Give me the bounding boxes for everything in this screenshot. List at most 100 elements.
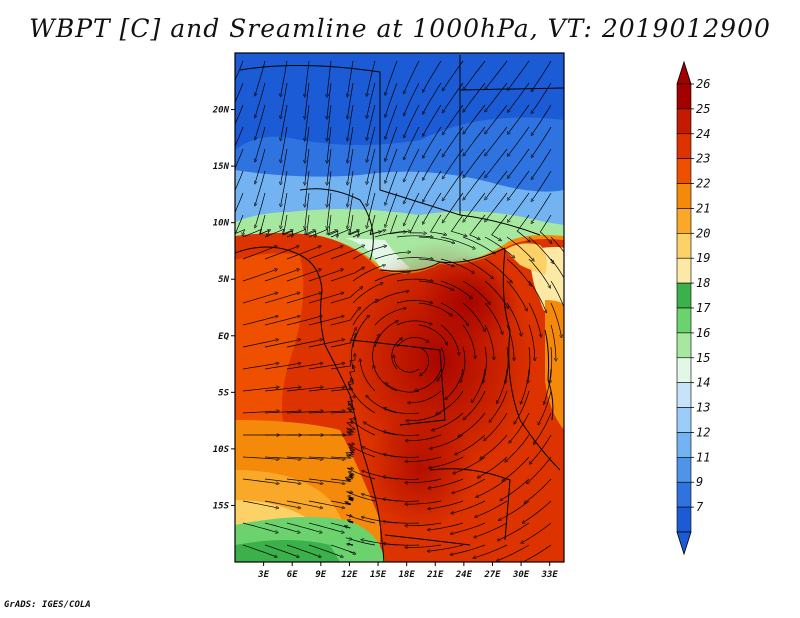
streamline (286, 247, 320, 260)
streamline (423, 126, 442, 157)
streamline (242, 478, 278, 484)
streamline (423, 104, 442, 135)
streamline (308, 456, 344, 459)
streamline (486, 60, 508, 89)
streamline (485, 412, 508, 440)
lat-label: 10N (213, 219, 230, 229)
streamline (446, 368, 464, 399)
streamline (508, 126, 530, 155)
streamline (330, 246, 363, 260)
streamline (348, 544, 354, 546)
streamline (498, 544, 530, 561)
streamline (532, 126, 552, 156)
colorbar-swatch (676, 382, 692, 408)
streamline (528, 280, 546, 312)
streamline (464, 104, 486, 133)
map-frame (234, 52, 565, 563)
streamline (484, 302, 502, 333)
streamline (308, 411, 344, 414)
streamline (348, 60, 354, 96)
streamline (330, 288, 362, 304)
streamline (374, 291, 408, 304)
streamline (443, 148, 464, 178)
colorbar-label: 12 (696, 425, 710, 439)
streamline (374, 308, 405, 326)
colorbar-swatch (676, 457, 692, 483)
streamline (264, 411, 300, 414)
colorbar-label: 20 (696, 226, 710, 240)
streamline (348, 104, 354, 140)
lon-label: 9E (315, 570, 326, 580)
colorbar-swatch (676, 108, 692, 135)
streamline (242, 270, 276, 282)
streamline (396, 320, 431, 325)
streamline (499, 522, 530, 540)
streamline (451, 544, 486, 555)
colorbar-label: 22 (696, 177, 710, 191)
streamline (385, 104, 398, 138)
colorbar-label: 7 (696, 500, 704, 514)
streamline (404, 104, 420, 137)
streamline (347, 397, 355, 414)
streamline (528, 236, 553, 263)
streamline (348, 520, 354, 524)
streamline (235, 214, 246, 234)
streamline (483, 346, 487, 382)
streamline (528, 324, 535, 359)
streamline (384, 544, 420, 546)
streamline (429, 500, 464, 509)
streamline (264, 316, 299, 326)
credit-label: GrADS: IGES/COLA (4, 600, 91, 610)
streamline (440, 324, 459, 354)
streamline (438, 346, 445, 380)
streamline (242, 316, 277, 326)
lon-label: 15E (370, 570, 387, 580)
streamline (486, 126, 508, 155)
streamline (330, 544, 355, 554)
streamline (306, 214, 316, 236)
streamline (348, 82, 354, 118)
lat-label: 20N (212, 106, 230, 116)
streamline (423, 170, 442, 201)
streamline (367, 192, 376, 227)
streamline (367, 396, 398, 414)
streamline (550, 258, 564, 279)
streamline (374, 272, 409, 282)
streamline (406, 456, 442, 462)
streamline (404, 126, 420, 159)
streamline (286, 478, 322, 484)
streamline (429, 478, 464, 488)
streamline (469, 214, 486, 239)
lat-label: 5S (218, 388, 229, 398)
streamline (500, 500, 530, 520)
lon-label: 27E (483, 570, 501, 580)
streamline (539, 214, 551, 243)
streamline (384, 521, 420, 524)
streamline (351, 335, 356, 370)
streamline (474, 544, 508, 558)
streamline (308, 500, 343, 508)
streamline (384, 432, 420, 436)
streamline (327, 170, 332, 206)
streamline (308, 522, 343, 532)
streamline (464, 126, 486, 155)
streamline (404, 192, 420, 225)
streamline (286, 293, 321, 304)
streamline (464, 148, 486, 177)
streamline (385, 126, 398, 160)
streamline (443, 192, 464, 222)
colorbar-label: 25 (696, 102, 710, 116)
streamline (330, 329, 356, 348)
streamline (286, 544, 320, 557)
streamline (462, 324, 475, 357)
streamline (385, 82, 398, 116)
streamline (490, 390, 508, 421)
streamline (305, 126, 310, 162)
streamline (528, 346, 531, 382)
streamline (327, 126, 332, 162)
streamline (330, 500, 352, 506)
streamline (484, 236, 514, 257)
streamline (255, 170, 266, 205)
streamline (281, 104, 288, 139)
streamline (506, 302, 521, 335)
